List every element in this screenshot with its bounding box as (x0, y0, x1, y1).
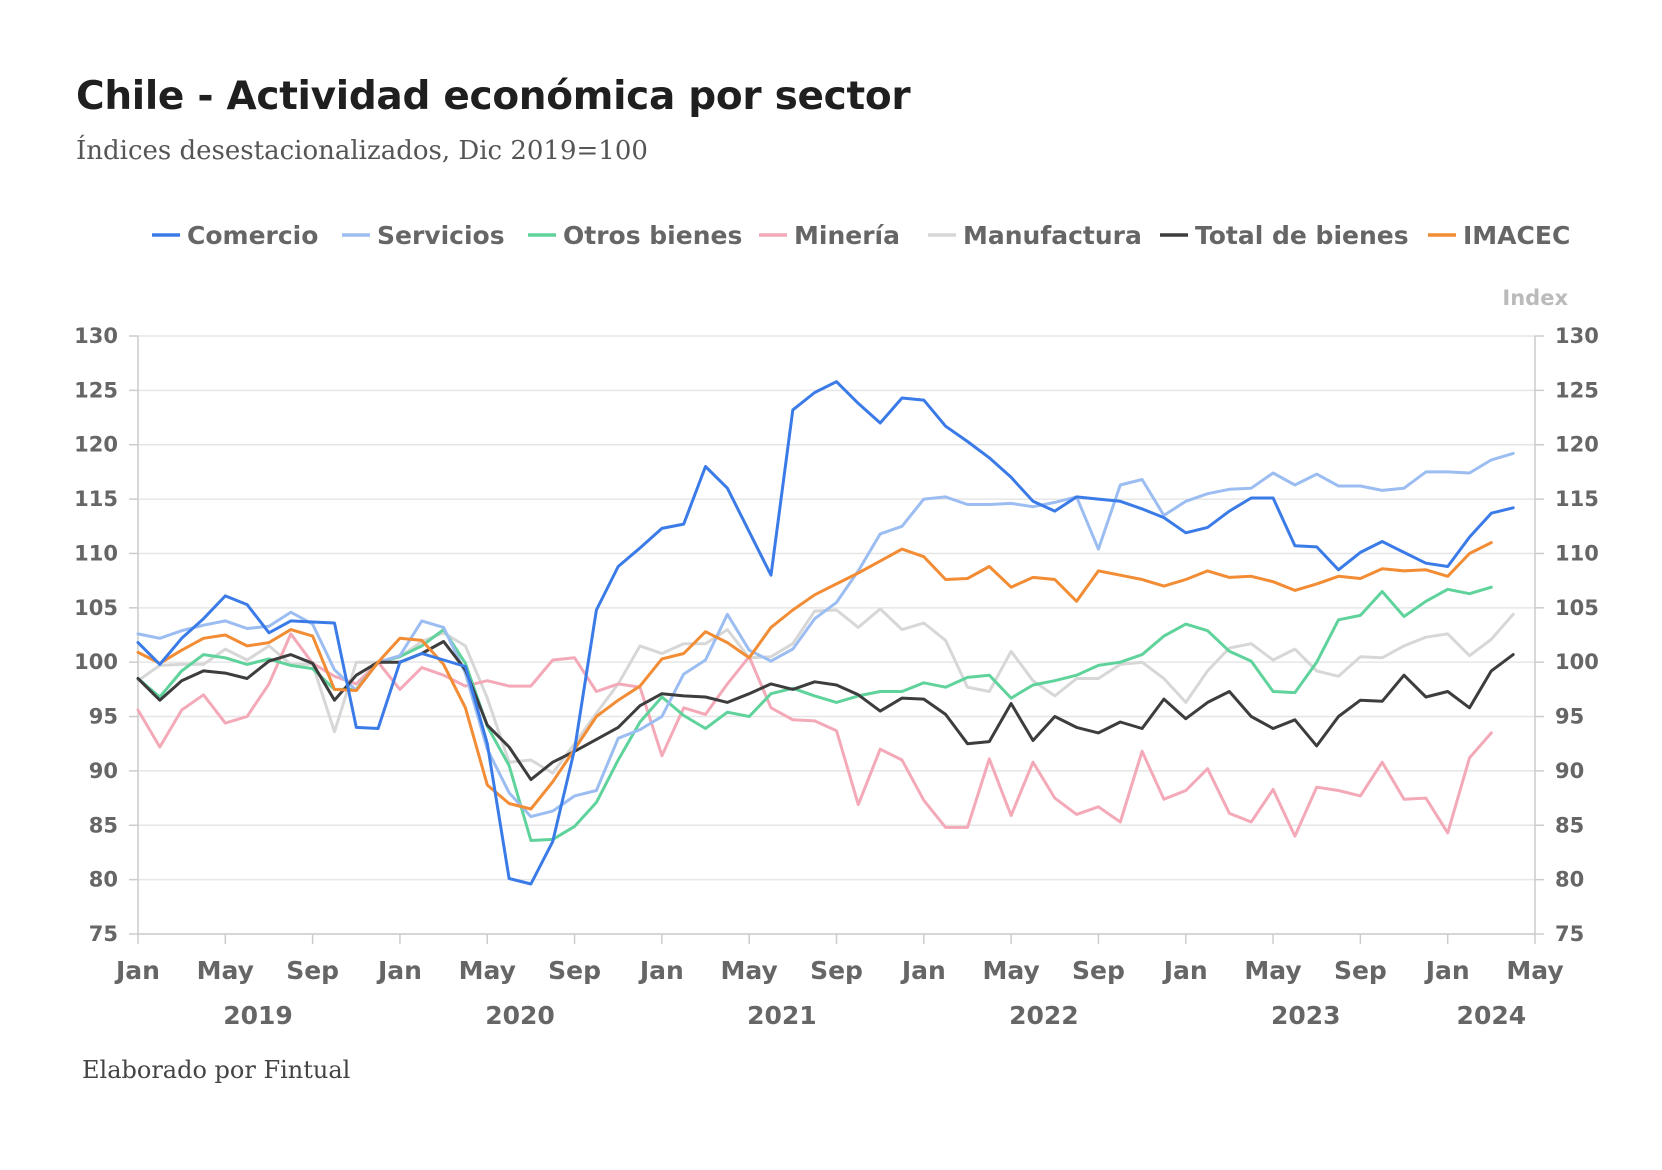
x-tick-label: May (459, 956, 516, 985)
y-tick-label-left: 130 (74, 324, 118, 348)
y-tick-label-left: 105 (74, 596, 118, 620)
x-tick-label: Jan (638, 956, 684, 985)
series-line-comercio (136, 380, 1515, 886)
x-tick-label: Sep (286, 956, 339, 985)
x-tick-label: May (197, 956, 254, 985)
chart-title: Chile - Actividad económica por sector (76, 74, 911, 119)
series-line-minería (136, 632, 1493, 838)
x-tick-label: Sep (1334, 956, 1387, 985)
y-tick-label-left: 80 (89, 868, 118, 892)
x-tick-label: Jan (900, 956, 946, 985)
legend-label-imacec: IMACEC (1463, 221, 1570, 250)
series-lines (136, 380, 1515, 886)
legend-label-servicios: Servicios (377, 221, 505, 250)
legend-label-manufactura: Manufactura (963, 221, 1142, 250)
y-tick-label-right: 120 (1555, 433, 1599, 457)
y-tick-label-right: 115 (1555, 487, 1599, 511)
y-tick-label-left: 85 (89, 813, 118, 837)
source-footer: Elaborado por Fintual (82, 1056, 351, 1084)
y-tick-label-right: 125 (1555, 378, 1599, 402)
legend-label-total-de-bienes: Total de bienes (1195, 221, 1409, 250)
x-tick-label: May (721, 956, 778, 985)
x-tick-label: Jan (1424, 956, 1470, 985)
x-tick-label: May (1244, 956, 1301, 985)
x-tick-label: Sep (1072, 956, 1125, 985)
year-label: 2024 (1457, 1001, 1527, 1030)
legend-label-minería: Minería (794, 221, 900, 250)
y-tick-label-right: 95 (1555, 705, 1584, 729)
x-tick-label: Jan (1162, 956, 1208, 985)
legend: Comercio Servicios Otros bienes Minería Manu… (152, 221, 1570, 250)
y-tick-label-left: 100 (74, 650, 118, 674)
y-tick-label-right: 90 (1555, 759, 1584, 783)
y-tick-label-right: 80 (1555, 868, 1584, 892)
y-tick-label-left: 120 (74, 433, 118, 457)
y-tick-label-left: 90 (89, 759, 118, 783)
y-tick-label-left: 125 (74, 378, 118, 402)
chart-subtitle: Índices desestacionalizados, Dic 2019=10… (76, 136, 648, 166)
legend-label-comercio: Comercio (187, 221, 318, 250)
axes: 75 75 80 80 85 85 90 90 95 95 100 100 105 105 110 110 11… (74, 324, 1599, 1030)
y-tick-label-right: 75 (1555, 922, 1584, 946)
x-tick-label: Jan (114, 956, 160, 985)
legend-label-otros-bienes: Otros bienes (563, 221, 742, 250)
x-tick-label: May (982, 956, 1039, 985)
year-label: 2022 (1009, 1001, 1079, 1030)
gridlines (138, 335, 1535, 935)
x-tick-label: Jan (376, 956, 422, 985)
x-tick-label: May (1506, 956, 1563, 985)
y-tick-label-left: 75 (89, 922, 118, 946)
series-line-imacec (136, 541, 1493, 811)
y-tick-label-left: 115 (74, 487, 118, 511)
year-label: 2021 (747, 1001, 817, 1030)
series-line-total-de-bienes (136, 640, 1515, 782)
year-label: 2023 (1271, 1001, 1341, 1030)
y-tick-label-left: 110 (74, 541, 118, 565)
series-line-servicios (136, 451, 1515, 819)
y-tick-label-right: 130 (1555, 324, 1599, 348)
y-tick-label-right: 100 (1555, 650, 1599, 674)
y-tick-label-right: 85 (1555, 813, 1584, 837)
x-tick-label: Sep (810, 956, 863, 985)
y-tick-label-right: 110 (1555, 541, 1599, 565)
y-tick-label-left: 95 (89, 705, 118, 729)
x-tick-label: Sep (548, 956, 601, 985)
y-tick-label-right: 105 (1555, 596, 1599, 620)
year-label: 2020 (485, 1001, 555, 1030)
y-unit-label: Index (1502, 286, 1568, 310)
year-label: 2019 (223, 1001, 293, 1030)
